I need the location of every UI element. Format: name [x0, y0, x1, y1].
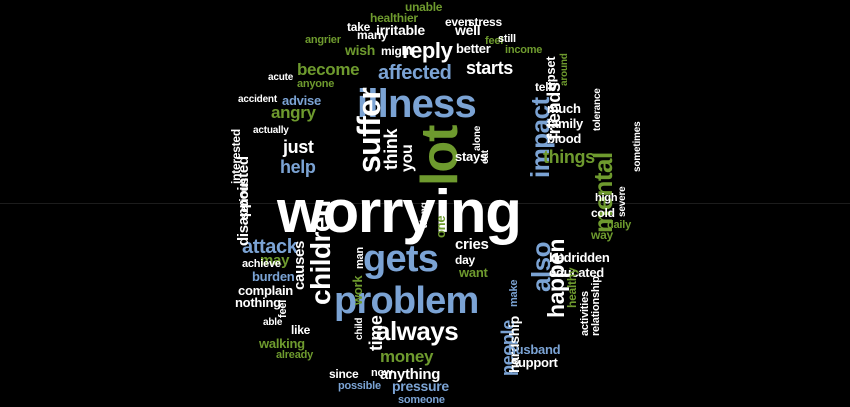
cloud-word-educated: educated — [549, 265, 604, 280]
cloud-word-angrier: angrier — [305, 34, 341, 46]
cloud-word-support: support — [511, 355, 558, 370]
cloud-word-always: always — [376, 316, 459, 346]
cloud-word-attack: attack — [242, 236, 298, 258]
cloud-word-upset: upset — [543, 56, 558, 90]
cloud-word-interested: interested — [229, 129, 243, 184]
cloud-word-eat: eat — [480, 150, 491, 164]
cloud-word-actually: actually — [253, 125, 289, 136]
cloud-word-possible: possible — [338, 380, 381, 392]
cloud-word-may: may — [260, 252, 290, 269]
cloud-word-much: much — [547, 101, 581, 116]
cloud-word-walking: walking — [259, 336, 305, 351]
cloud-word-severe: severe — [617, 186, 628, 218]
cloud-word-illness: illness — [357, 82, 477, 126]
cloud-word-anyone: anyone — [297, 78, 335, 90]
cloud-word-man: man — [354, 247, 366, 269]
cloud-word-since: since — [329, 367, 359, 381]
cloud-word-just: just — [283, 137, 314, 157]
cloud-word-want: want — [459, 265, 488, 280]
cloud-word-anything: anything — [380, 366, 441, 383]
cloud-word-relationship: relationship — [590, 276, 602, 336]
cloud-word-day: day — [455, 253, 475, 267]
cloud-word-around: around — [559, 53, 570, 86]
cloud-word-stays: stays — [455, 149, 487, 164]
cloud-word-blood: blood — [547, 131, 582, 146]
cloud-word-help: help — [280, 157, 316, 177]
cloud-word-starts: starts — [466, 58, 513, 78]
cloud-word-now: now — [371, 367, 393, 379]
cloud-word-might: might — [381, 44, 413, 58]
cloud-word-way: way — [591, 228, 613, 242]
cloud-word-accident: accident — [238, 94, 277, 105]
cloud-word-high: high — [595, 192, 618, 204]
cloud-word-someone: someone — [398, 394, 445, 406]
cloud-word-many: many — [357, 28, 388, 42]
cloud-word-even: even — [445, 15, 472, 29]
cloud-word-problem: problem — [334, 280, 479, 322]
cloud-word-nothing: nothing — [235, 295, 281, 310]
cloud-word-pressure: pressure — [392, 378, 449, 394]
cloud-word-feel: feel — [485, 35, 504, 47]
cloud-word-daily: daily — [607, 219, 631, 231]
cloud-word-husband: husband — [508, 342, 561, 357]
cloud-word-unable: unable — [405, 0, 443, 14]
cloud-word-along: along — [419, 202, 430, 228]
cloud-word-gets: gets — [363, 238, 439, 280]
horizontal-divider — [0, 203, 850, 204]
cloud-word-advise: advise — [282, 93, 321, 108]
cloud-word-work: work — [350, 275, 365, 305]
cloud-word-one: one — [433, 215, 448, 238]
cloud-word-healthy: healthy — [565, 267, 579, 308]
cloud-word-take: take — [347, 20, 371, 34]
cloud-word-burden: burden — [252, 269, 295, 284]
cloud-word-wish: wish — [345, 42, 375, 58]
cloud-word-able: able — [263, 317, 283, 328]
cloud-word-achieve: achieve — [242, 258, 281, 270]
cloud-word-tolerance: tolerance — [592, 88, 603, 131]
cloud-word-think: think — [381, 128, 401, 170]
cloud-word-stress: stress — [468, 15, 502, 29]
cloud-word-family: family — [547, 116, 584, 131]
cloud-word-sometimes: sometimes — [632, 121, 643, 172]
cloud-word-serious: serious — [237, 177, 251, 219]
cloud-word-make: make — [508, 279, 520, 307]
cloud-word-worrying: worrying — [277, 178, 522, 245]
cloud-word-healthier: healthier — [370, 11, 418, 25]
cloud-word-still: still — [498, 33, 516, 45]
cloud-word-income: income — [505, 44, 543, 56]
cloud-word-time: time — [366, 315, 386, 351]
cloud-word-better: better — [456, 41, 491, 56]
cloud-word-angry: angry — [271, 103, 316, 122]
cloud-word-children: children — [305, 200, 336, 305]
cloud-word-already: already — [276, 349, 313, 361]
cloud-word-irritable: irritable — [376, 22, 425, 38]
cloud-word-reply: reply — [402, 38, 453, 63]
cloud-word-feel: feel — [277, 299, 289, 318]
cloud-word-well: well — [455, 22, 481, 38]
cloud-word-cries: cries — [455, 236, 489, 253]
cloud-word-child: child — [354, 317, 365, 340]
cloud-word-money: money — [380, 347, 434, 366]
cloud-word-complain: complain — [238, 283, 293, 298]
cloud-word-alone: alone — [472, 125, 483, 151]
cloud-word-tell: tell — [535, 80, 552, 94]
cloud-word-like: like — [291, 323, 311, 337]
cloud-word-things: things — [543, 147, 595, 167]
cloud-word-cold: cold — [591, 206, 615, 220]
cloud-word-acute: acute — [268, 72, 294, 83]
cloud-word-bedridden: bedridden — [549, 250, 610, 265]
cloud-word-affected: affected — [378, 62, 452, 84]
cloud-word-become: become — [297, 60, 360, 79]
cloud-word-you: you — [399, 144, 416, 173]
